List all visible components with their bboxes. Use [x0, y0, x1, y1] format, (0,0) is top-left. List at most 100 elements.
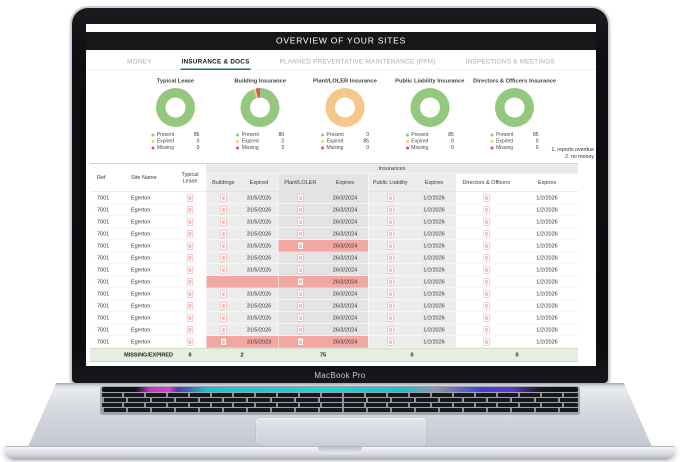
cell-directors-expires: 1/2/2026	[516, 204, 578, 216]
pdf-document-icon[interactable]	[297, 302, 304, 310]
pdf-document-icon[interactable]	[220, 290, 227, 298]
pdf-document-icon[interactable]	[187, 326, 193, 334]
tab-inspections-meetings[interactable]: INSPECTIONS & MEETINGS	[465, 58, 555, 65]
pdf-document-icon[interactable]	[483, 194, 490, 202]
donut-hole	[165, 97, 186, 118]
pdf-document-icon[interactable]	[220, 242, 227, 250]
pdf-document-icon[interactable]	[387, 242, 394, 250]
pdf-document-icon[interactable]	[187, 230, 193, 238]
pdf-document-icon[interactable]	[297, 266, 304, 274]
pdf-document-icon[interactable]	[220, 218, 227, 226]
pdf-document-icon[interactable]	[187, 338, 193, 346]
legend-dot	[151, 146, 155, 150]
legend-label: Missing	[241, 145, 259, 151]
pdf-document-icon[interactable]	[483, 278, 490, 286]
pdf-document-icon[interactable]	[387, 314, 394, 322]
pdf-document-icon[interactable]	[187, 278, 193, 286]
cell-site-name: Egerton	[124, 252, 174, 264]
pdf-document-icon[interactable]	[187, 206, 193, 214]
cell-plant-loler-doc	[278, 264, 322, 276]
legend-value: 85	[448, 132, 454, 138]
pdf-document-icon[interactable]	[297, 194, 304, 202]
pdf-document-icon[interactable]	[387, 254, 394, 262]
tab-planned-preventative-maintenance-ppm[interactable]: PLANNED PREVENTATIVE MAINTENANCE (PPM)	[279, 58, 436, 65]
cell-public-liability-expires: 1/2/2026	[412, 192, 456, 204]
legend-dot	[151, 139, 155, 143]
pdf-document-icon[interactable]	[297, 314, 304, 322]
pdf-document-icon[interactable]	[187, 254, 193, 262]
pdf-document-icon[interactable]	[297, 206, 304, 214]
pdf-document-icon[interactable]	[187, 302, 193, 310]
cell-typical-lease	[174, 216, 206, 228]
pdf-document-icon[interactable]	[387, 206, 394, 214]
pdf-document-icon[interactable]	[220, 194, 227, 202]
pdf-document-icon[interactable]	[297, 254, 304, 262]
legend-item: Expired 0	[151, 138, 199, 145]
keyboard-row	[102, 393, 578, 397]
pdf-document-icon[interactable]	[483, 338, 490, 346]
pdf-document-icon[interactable]	[387, 194, 394, 202]
cell-directors-doc	[456, 300, 516, 312]
pdf-document-icon[interactable]	[187, 314, 193, 322]
pdf-document-icon[interactable]	[387, 230, 394, 238]
pdf-document-icon[interactable]	[483, 206, 490, 214]
pdf-document-icon[interactable]	[220, 326, 227, 334]
pdf-document-icon[interactable]	[387, 218, 394, 226]
legend-label: Present	[411, 132, 429, 138]
chart-legend: Present 85 Expired 0 Missing 0	[151, 132, 199, 152]
pdf-document-icon[interactable]	[387, 290, 394, 298]
cell-directors-doc	[456, 276, 516, 288]
pdf-document-icon[interactable]	[483, 254, 490, 262]
cell-plant-expires: 26/3/2024	[322, 288, 368, 300]
cell-buildings-expired: 31/5/2026	[240, 240, 278, 252]
col-header-public-liability-expires: Expires	[412, 173, 456, 192]
keyboard	[100, 386, 580, 415]
chart-directors-officers-insurance: Directors & Officers Insurance Present 85 E…	[472, 78, 557, 156]
pdf-document-icon[interactable]	[483, 230, 490, 238]
legend-label: Present	[496, 132, 514, 138]
pdf-document-icon[interactable]	[297, 242, 304, 250]
pdf-document-icon[interactable]	[297, 338, 304, 346]
pdf-document-icon[interactable]	[297, 278, 304, 286]
pdf-document-icon[interactable]	[483, 326, 490, 334]
pdf-document-icon[interactable]	[483, 302, 490, 310]
pdf-document-icon[interactable]	[187, 194, 193, 202]
pdf-document-icon[interactable]	[220, 230, 227, 238]
pdf-document-icon[interactable]	[387, 302, 394, 310]
pdf-document-icon[interactable]	[483, 242, 490, 250]
pdf-document-icon[interactable]	[187, 218, 193, 226]
pdf-document-icon[interactable]	[483, 314, 490, 322]
totals-plant-loler: 75	[319, 351, 327, 358]
pdf-document-icon[interactable]	[220, 266, 227, 274]
pdf-document-icon[interactable]	[387, 326, 394, 334]
pdf-document-icon[interactable]	[387, 278, 394, 286]
pdf-document-icon[interactable]	[187, 242, 193, 250]
chart-legend: Present 85 Expired 0 Missing 0	[490, 132, 539, 152]
pdf-document-icon[interactable]	[387, 266, 394, 274]
legend-label: Missing	[411, 145, 429, 151]
cell-plant-expires: 26/3/2024	[322, 276, 368, 288]
pdf-document-icon[interactable]	[187, 266, 193, 274]
cell-directors-expires: 1/2/2026	[516, 324, 578, 336]
pdf-document-icon[interactable]	[297, 218, 304, 226]
pdf-document-icon[interactable]	[297, 230, 304, 238]
pdf-document-icon[interactable]	[220, 338, 227, 346]
pdf-document-icon[interactable]	[483, 266, 490, 274]
pdf-document-icon[interactable]	[297, 290, 304, 298]
pdf-document-icon[interactable]	[220, 206, 227, 214]
pdf-document-icon[interactable]	[187, 290, 193, 298]
pdf-document-icon[interactable]	[297, 326, 304, 334]
pdf-document-icon[interactable]	[483, 290, 490, 298]
pdf-document-icon[interactable]	[220, 314, 227, 322]
cell-public-liability-expires: 1/2/2026	[412, 264, 456, 276]
tab-money[interactable]: MONEY	[127, 58, 152, 65]
table-row: 7001 Egerton 31/5/2026 26/3/2024 1/2/2026 1/2…	[90, 204, 578, 216]
pdf-document-icon[interactable]	[387, 338, 394, 346]
legend-dot	[320, 146, 324, 150]
cell-typical-lease	[174, 312, 206, 324]
pdf-document-icon[interactable]	[220, 302, 227, 310]
pdf-document-icon[interactable]	[483, 218, 490, 226]
tab-insurance-docs[interactable]: INSURANCE & DOCS	[180, 55, 251, 70]
chart-title: Plant/LOLER Insurance	[313, 78, 377, 84]
pdf-document-icon[interactable]	[220, 254, 227, 262]
